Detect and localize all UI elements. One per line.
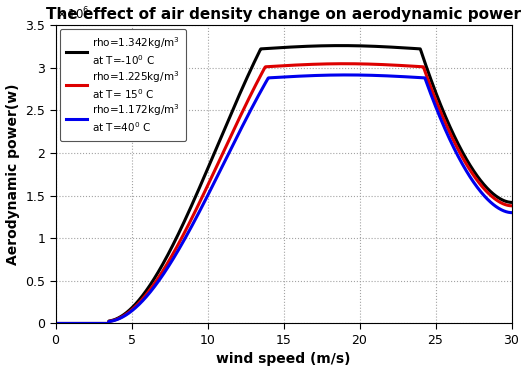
rho=1.225kg/m$^3$
at T= 15$^0$ C [417,64,423,69]
rho=1.172kg/m$^3$
at T=40$^0$ C [52,321,59,326]
rho=1.342kg/m$^3$
at T=-10$^0$ C [417,46,423,51]
Line: rho=1.172kg/m$^3$
at T=40$^0$ C: rho=1.172kg/m$^3$ at T=40$^0$ C [56,75,511,324]
Legend: rho=1.342kg/m$^3$
at T=-10$^0$ C, rho=1.225kg/m$^3$
at T= 15$^0$ C, rho=1.172kg/: rho=1.342kg/m$^3$ at T=-10$^0$ C, rho=1.… [60,29,186,141]
rho=1.172kg/m$^3$
at T=40$^0$ C [408,75,415,79]
rho=1.225kg/m$^3$
at T= 15$^0$ C [52,321,59,326]
rho=1.342kg/m$^3$
at T=-10$^0$ C [366,44,372,48]
Title: The effect of air density change on aerodynamic power: The effect of air density change on aero… [46,7,521,22]
rho=1.342kg/m$^3$
at T=-10$^0$ C [408,46,415,51]
rho=1.225kg/m$^3$
at T= 15$^0$ C [237,115,243,119]
rho=1.172kg/m$^3$
at T=40$^0$ C [99,321,105,326]
rho=1.342kg/m$^3$
at T=-10$^0$ C [52,321,59,326]
rho=1.225kg/m$^3$
at T= 15$^0$ C [508,203,514,208]
Text: $\times\,10^6$: $\times\,10^6$ [56,6,89,22]
rho=1.342kg/m$^3$
at T=-10$^0$ C [508,200,514,205]
rho=1.172kg/m$^3$
at T=40$^0$ C [343,73,350,77]
Line: rho=1.342kg/m$^3$
at T=-10$^0$ C: rho=1.342kg/m$^3$ at T=-10$^0$ C [56,46,511,324]
rho=1.172kg/m$^3$
at T=40$^0$ C [253,97,259,102]
rho=1.342kg/m$^3$
at T=-10$^0$ C [337,44,343,48]
rho=1.172kg/m$^3$
at T=40$^0$ C [366,73,372,77]
rho=1.225kg/m$^3$
at T= 15$^0$ C [366,62,372,66]
rho=1.225kg/m$^3$
at T= 15$^0$ C [408,64,415,68]
rho=1.172kg/m$^3$
at T=40$^0$ C [237,129,243,133]
rho=1.225kg/m$^3$
at T= 15$^0$ C [341,61,348,66]
rho=1.342kg/m$^3$
at T=-10$^0$ C [99,321,105,326]
rho=1.172kg/m$^3$
at T=40$^0$ C [508,211,514,215]
rho=1.342kg/m$^3$
at T=-10$^0$ C [253,55,259,60]
Line: rho=1.225kg/m$^3$
at T= 15$^0$ C: rho=1.225kg/m$^3$ at T= 15$^0$ C [56,64,511,324]
rho=1.225kg/m$^3$
at T= 15$^0$ C [253,81,259,86]
rho=1.342kg/m$^3$
at T=-10$^0$ C [237,91,243,96]
X-axis label: wind speed (m/s): wind speed (m/s) [216,352,351,366]
Y-axis label: Aerodynamic power(w): Aerodynamic power(w) [6,83,19,265]
rho=1.172kg/m$^3$
at T=40$^0$ C [417,76,423,80]
rho=1.225kg/m$^3$
at T= 15$^0$ C [99,321,105,326]
